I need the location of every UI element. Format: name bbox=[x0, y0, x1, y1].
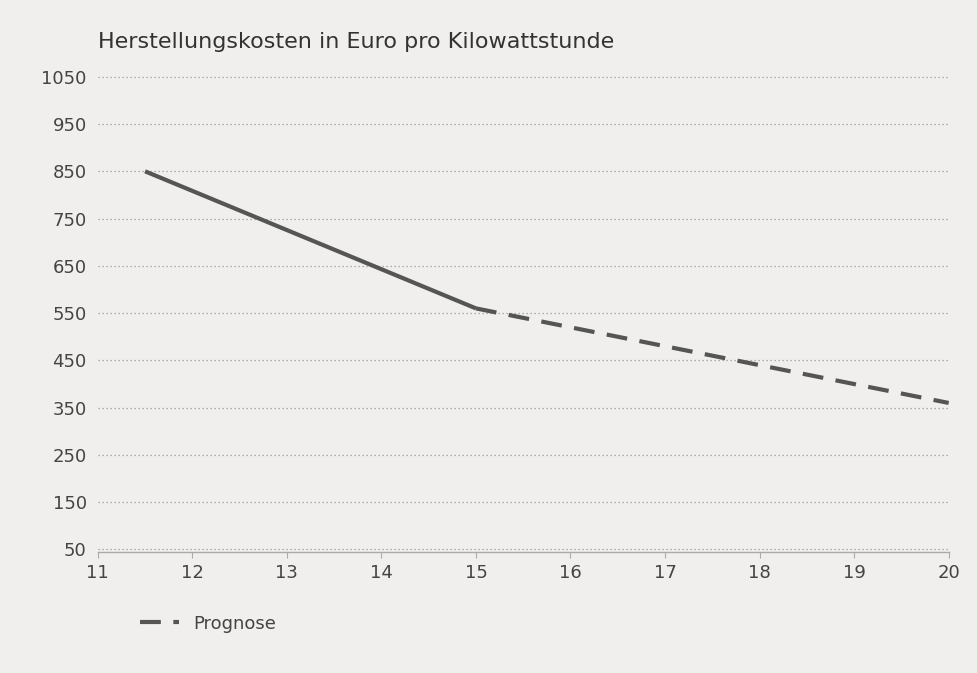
Legend: Prognose: Prognose bbox=[132, 607, 283, 640]
Text: Herstellungskosten in Euro pro Kilowattstunde: Herstellungskosten in Euro pro Kilowatts… bbox=[98, 32, 614, 52]
